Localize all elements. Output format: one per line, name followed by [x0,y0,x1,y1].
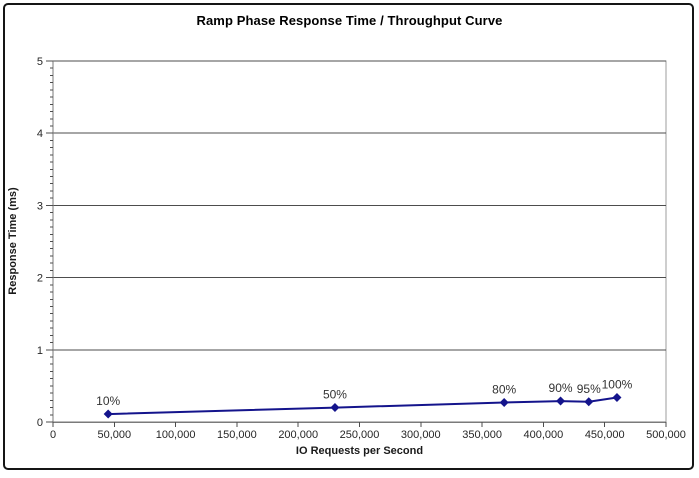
chart-frame [3,3,694,470]
y-tick-label: 5 [37,56,43,68]
data-point-label: 90% [549,381,573,395]
x-tick-label: 100,000 [156,429,196,441]
x-tick-label: 500,000 [646,429,686,441]
y-axis-title: Response Time (ms) [7,187,19,295]
data-point-marker [584,397,594,407]
data-point-marker [103,409,113,419]
y-tick-label: 3 [37,200,43,212]
data-point-label: 50% [323,388,347,402]
y-tick-label: 2 [37,273,43,285]
x-tick-label: 450,000 [585,429,625,441]
data-point-label: 10% [96,394,120,408]
data-point-label: 100% [602,377,633,391]
chart-title: Ramp Phase Response Time / Throughput Cu… [196,13,503,28]
series-line [108,396,618,416]
x-tick-label: 300,000 [401,429,441,441]
y-tick-label: 0 [37,417,43,429]
x-tick-label: 200,000 [278,429,318,441]
data-point-marker [330,403,340,413]
data-point-label: 95% [577,382,601,396]
x-tick-label: 0 [50,429,56,441]
data-point-marker [499,398,509,408]
plot-border [52,60,667,423]
x-tick-label: 50,000 [97,429,131,441]
x-tick-label: 350,000 [462,429,502,441]
x-tick-label: 250,000 [340,429,380,441]
data-point-label: 80% [492,383,516,397]
x-axis-title: IO Requests per Second [295,445,424,457]
data-point-marker [612,392,622,402]
y-tick-label: 4 [37,128,43,140]
x-tick-label: 150,000 [217,429,257,441]
x-tick-label: 400,000 [524,429,564,441]
data-point-marker [556,396,566,406]
y-tick-label: 1 [37,345,43,357]
